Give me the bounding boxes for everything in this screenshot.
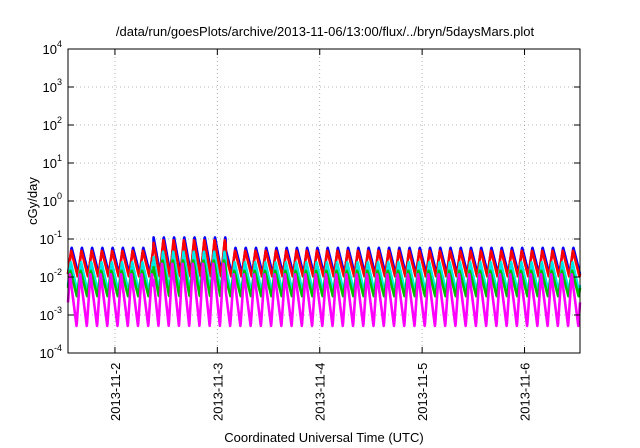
y-tick-label: 10-3 xyxy=(40,305,62,323)
y-tick-label: 10-2 xyxy=(40,267,62,285)
x-axis-label: Coordinated Universal Time (UTC) xyxy=(224,430,423,445)
chart-title: /data/run/goesPlots/archive/2013-11-06/1… xyxy=(116,24,535,39)
x-tick-label: 2013-11-4 xyxy=(313,363,328,421)
y-tick-label: 10-4 xyxy=(40,343,62,361)
series-line xyxy=(66,262,582,328)
x-tick-label: 2013-11-6 xyxy=(518,363,533,421)
x-tick-label: 2013-11-2 xyxy=(108,363,123,421)
y-tick-label: 103 xyxy=(43,77,62,95)
series-line xyxy=(66,239,582,278)
x-axis: 2013-11-2 2013-11-3 2013-11-4 2013-11-5 2013… xyxy=(108,49,533,421)
y-axis-label: cGy/day xyxy=(25,177,40,225)
series-group xyxy=(66,236,582,328)
x-tick-label: 2013-11-3 xyxy=(210,363,225,421)
y-tick-label: 102 xyxy=(43,115,62,133)
x-tick-label: 2013-11-5 xyxy=(415,363,430,421)
y-axis: 10-4 10-3 10-2 10-1 100 101 102 103 104 xyxy=(40,39,580,361)
y-tick-label: 101 xyxy=(43,153,62,171)
y-tick-label: 100 xyxy=(43,191,62,209)
y-tick-label: 104 xyxy=(43,39,62,57)
y-tick-label: 10-1 xyxy=(40,229,62,247)
